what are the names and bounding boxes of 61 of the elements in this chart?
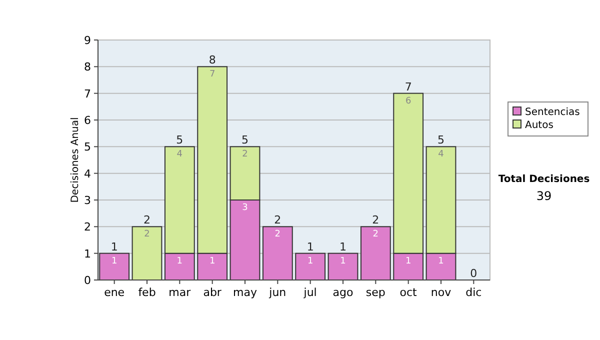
bar xyxy=(295,252,326,280)
y-tick-label: 5 xyxy=(84,140,91,154)
data-label: 2 xyxy=(144,230,150,240)
y-tick-label: 3 xyxy=(84,194,91,207)
y-tick-label: 6 xyxy=(84,114,91,127)
x-tick-label: sep xyxy=(366,286,386,299)
total-label: 2 xyxy=(372,214,380,227)
text: Total Decisiones xyxy=(498,174,590,185)
data-label: 4 xyxy=(176,150,183,160)
y-axis-title: Decisiones Anual xyxy=(70,117,81,203)
data-label: 1 xyxy=(405,256,412,266)
data-label: 7 xyxy=(209,70,216,80)
data-label: 1 xyxy=(209,256,216,266)
total-label: 1 xyxy=(110,240,118,254)
total-label: 2 xyxy=(274,214,282,227)
text: 39 xyxy=(536,189,552,203)
data-label: 2 xyxy=(372,230,379,240)
total-label: 8 xyxy=(208,54,216,67)
bar xyxy=(328,252,358,280)
data-label: 2 xyxy=(274,230,281,240)
total-label: 0 xyxy=(470,267,478,280)
total-label: 5 xyxy=(438,134,444,147)
y-tick-label: 8 xyxy=(84,60,91,74)
data-label: 1 xyxy=(176,256,183,266)
x-tick-label: feb xyxy=(138,286,156,299)
data-label: 1 xyxy=(438,256,444,266)
y-tick-label: 7 xyxy=(84,87,91,100)
x-tick-label: dic xyxy=(466,286,482,299)
y-tick-label: 9 xyxy=(84,34,91,47)
data-label: 2 xyxy=(242,150,248,160)
y-tick-label: 4 xyxy=(84,167,91,180)
data-label: 4 xyxy=(438,150,444,160)
total-label: 7 xyxy=(404,80,412,94)
total-label: 1 xyxy=(306,240,314,254)
y-tick-label: 1 xyxy=(84,247,91,260)
y-tick-label: 0 xyxy=(84,274,91,287)
data-label: 6 xyxy=(405,96,412,106)
y-tick-label: 2 xyxy=(84,220,91,234)
bar xyxy=(99,252,130,280)
data-label: 1 xyxy=(340,256,346,266)
x-tick-label: may xyxy=(233,286,258,299)
total-label: 1 xyxy=(340,240,346,254)
x-tick-label: ene xyxy=(104,286,125,299)
x-tick-label: ago xyxy=(332,286,354,299)
x-tick-label: mar xyxy=(168,286,192,299)
data-label: 3 xyxy=(242,203,248,213)
data-label: 1 xyxy=(111,256,118,266)
total-label: 5 xyxy=(242,134,248,147)
x-tick-label: jul xyxy=(302,286,317,299)
x-tick-label: jun xyxy=(268,286,286,299)
x-tick-label: nov xyxy=(430,286,452,299)
bar xyxy=(262,226,293,280)
legend-label: Sentencias xyxy=(525,107,580,118)
data-label: 1 xyxy=(307,256,314,266)
total-label: 2 xyxy=(144,214,150,227)
bar xyxy=(132,226,162,280)
x-tick-label: abr xyxy=(203,286,222,299)
x-tick-label: oct xyxy=(400,286,418,299)
bar xyxy=(360,226,391,280)
legend-label: Autos xyxy=(525,120,554,131)
total-label: 5 xyxy=(176,134,184,147)
